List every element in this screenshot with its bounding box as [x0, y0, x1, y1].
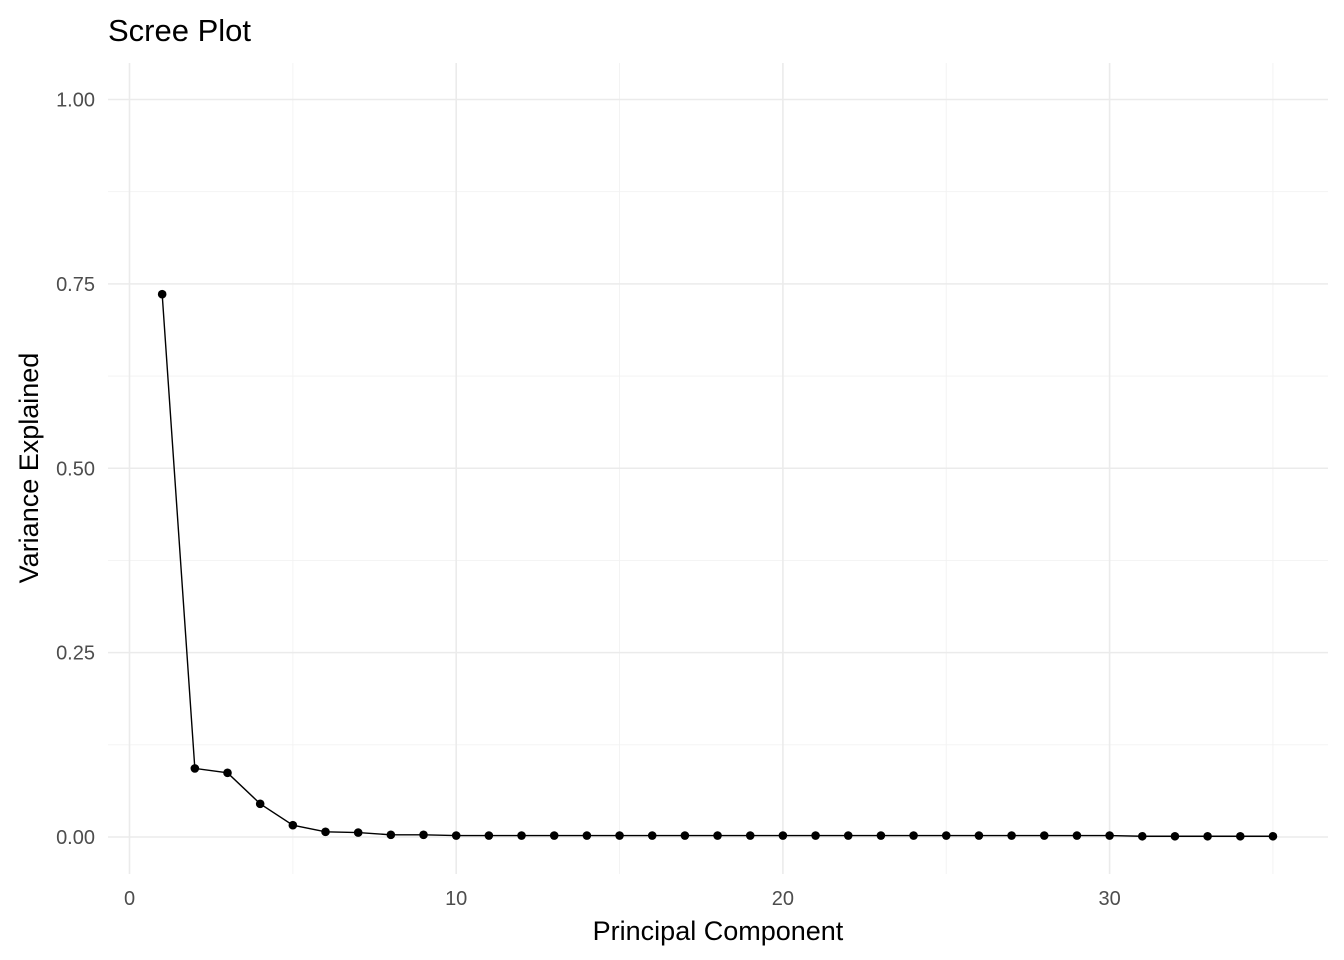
- series-line: [161, 294, 1273, 837]
- x-tick-label: 10: [445, 888, 467, 910]
- data-point: [223, 768, 232, 778]
- y-tick-label: 0.25: [56, 643, 95, 665]
- data-point: [484, 831, 494, 840]
- grid-lines: [108, 63, 1328, 874]
- x-tick-label: 0: [124, 888, 135, 910]
- data-point: [190, 764, 200, 773]
- data-point: [1268, 831, 1278, 841]
- x-tick-labels: 0 10 20 30: [124, 888, 1121, 910]
- data-point: [778, 831, 788, 840]
- data-point: [909, 831, 918, 840]
- data-point: [1170, 831, 1180, 841]
- data-point: [255, 799, 265, 809]
- y-tick-label: 0.50: [56, 458, 95, 480]
- x-tick-label: 30: [1098, 888, 1120, 910]
- data-point: [517, 831, 526, 840]
- y-axis-title: Variance Explained: [14, 353, 44, 584]
- data-point: [582, 831, 592, 840]
- data-point: [157, 289, 167, 299]
- data-point: [876, 831, 886, 840]
- data-point: [680, 831, 690, 840]
- data-point: [811, 831, 820, 840]
- data-point: [549, 831, 559, 840]
- data-point: [1137, 831, 1147, 841]
- data-point: [843, 831, 853, 840]
- data-point: [647, 831, 657, 840]
- x-axis-title: Principal Component: [593, 916, 844, 946]
- data-point: [1007, 831, 1016, 840]
- chart-title: Scree Plot: [108, 13, 251, 48]
- data-point: [615, 831, 624, 840]
- data-point: [321, 827, 330, 837]
- y-tick-label: 0.75: [56, 274, 95, 296]
- y-tick-label: 0.00: [56, 827, 95, 849]
- x-tick-label: 20: [772, 888, 794, 910]
- data-point: [1039, 831, 1049, 840]
- data-point: [288, 820, 298, 830]
- data-point: [451, 831, 461, 840]
- data-point: [353, 828, 363, 837]
- data-point: [1203, 831, 1212, 841]
- data-point: [386, 830, 396, 840]
- data-points: [157, 289, 1278, 841]
- data-point: [419, 830, 428, 840]
- y-tick-labels: 0.00 0.25 0.50 0.75 1.00: [56, 90, 95, 850]
- series-layer: [161, 294, 1273, 837]
- data-point: [974, 831, 984, 840]
- data-point: [1072, 831, 1082, 840]
- y-tick-label: 1.00: [56, 90, 95, 112]
- data-point: [713, 831, 722, 840]
- data-point: [941, 831, 951, 840]
- data-point: [1235, 831, 1245, 841]
- data-point: [1105, 831, 1114, 840]
- data-point: [745, 831, 755, 840]
